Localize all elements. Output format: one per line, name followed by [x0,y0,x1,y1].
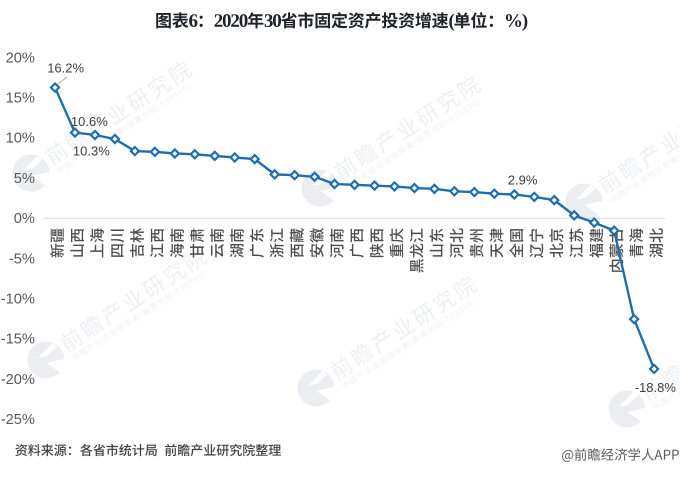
svg-text:15%: 15% [6,91,35,107]
svg-text:16.2%: 16.2% [47,60,84,75]
svg-text:0%: 0% [14,211,35,227]
svg-text:-15%: -15% [1,332,35,348]
svg-text:20%: 20% [6,50,35,66]
svg-text:2.9%: 2.9% [508,173,538,188]
svg-text:-5%: -5% [9,251,35,267]
svg-text:-25%: -25% [1,412,35,428]
svg-text:5%: 5% [14,171,35,187]
svg-text:10.6%: 10.6% [71,114,108,129]
svg-text:10.3%: 10.3% [73,143,110,158]
svg-text:-18.8%: -18.8% [635,380,677,395]
svg-text:-10%: -10% [1,292,35,308]
svg-text:10%: 10% [6,131,35,147]
svg-text:-20%: -20% [1,372,35,388]
